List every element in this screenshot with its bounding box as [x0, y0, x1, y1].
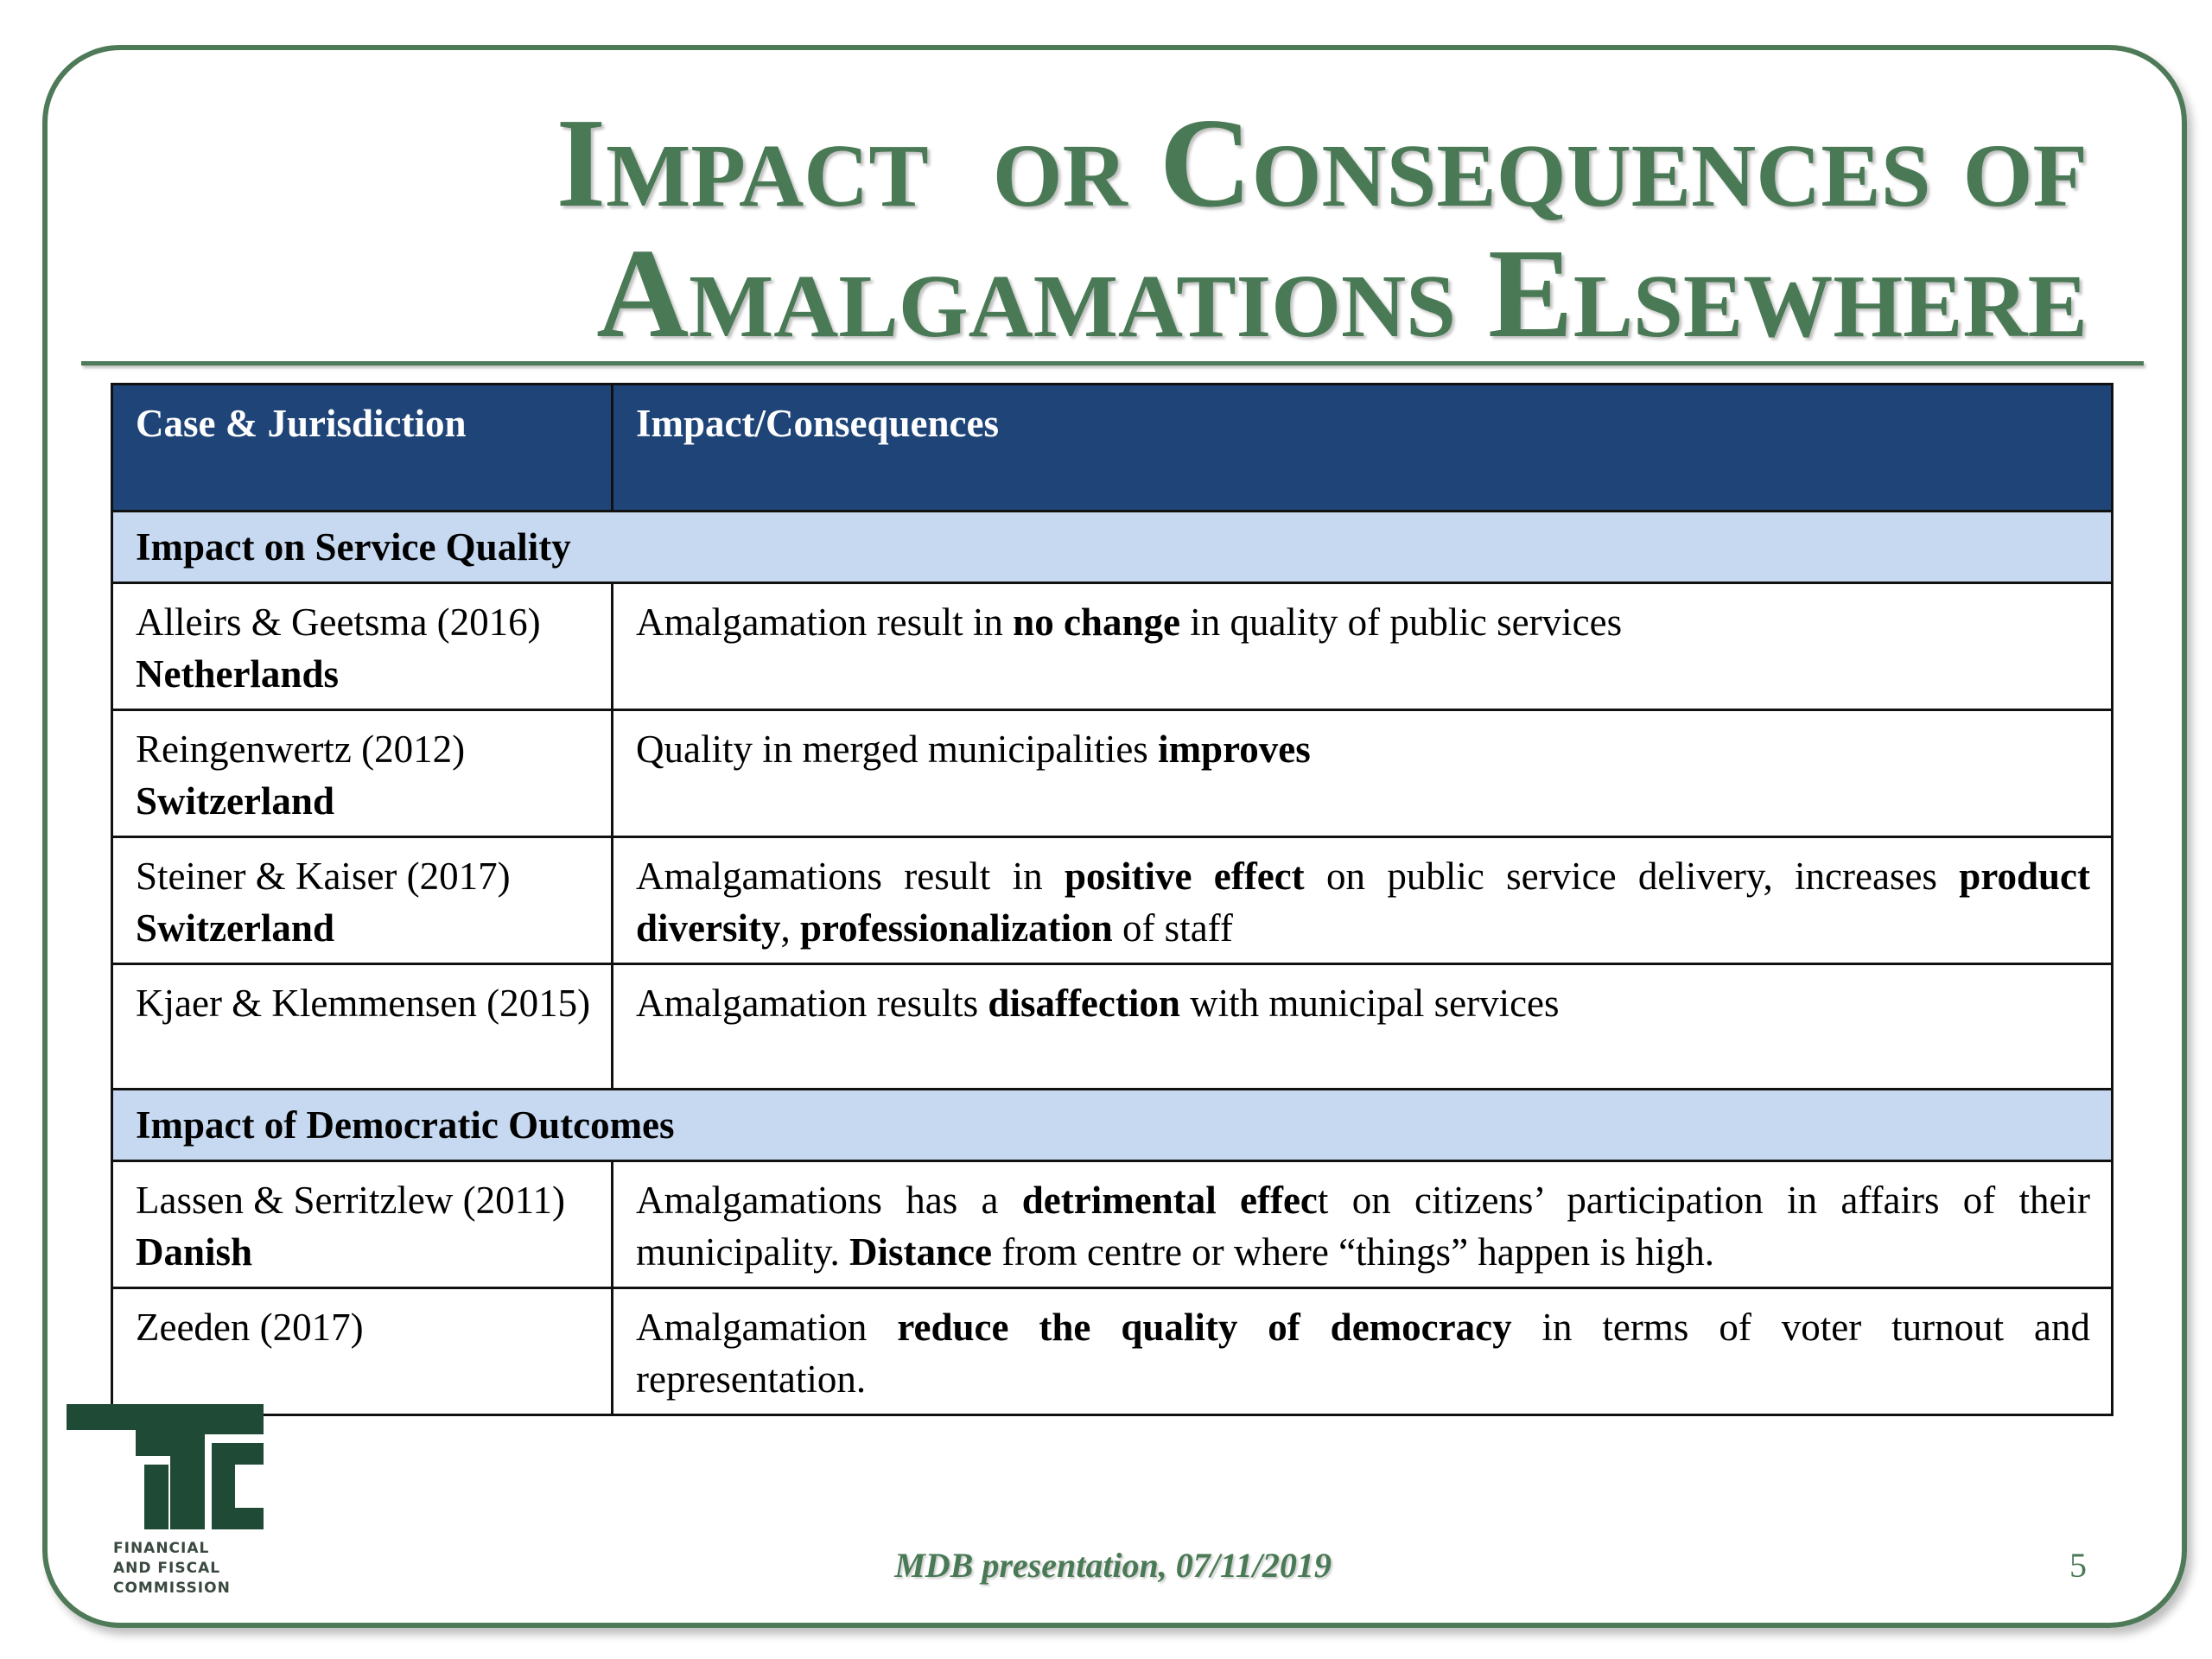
case-cell: Steiner & Kaiser (2017) Switzerland — [111, 836, 613, 965]
table-body: Impact on Service Quality Alleirs & Geets… — [111, 510, 2113, 1416]
impact-cell: Amalgamation result in no change in qual… — [611, 582, 2113, 711]
text-run: Netherlands — [136, 652, 339, 696]
impact-cell: Amalgamation results disaffection with m… — [611, 963, 2113, 1090]
text-run: positive effect — [1064, 855, 1305, 898]
header-row: Case & Jurisdiction Impact/Consequences — [111, 383, 2113, 512]
impact-table: Case & Jurisdiction Impact/Consequences … — [111, 383, 2113, 1416]
logo — [67, 1404, 264, 1529]
text-run: , — [780, 906, 800, 950]
footer-text: MDB presentation, 07/11/2019 — [894, 1546, 1332, 1585]
text-run: Amalgamations has a — [636, 1179, 1022, 1222]
text-run: Amalgamation results — [636, 982, 988, 1025]
text-run: Alleirs & Geetsma (2016) — [136, 601, 541, 644]
case-cell: Reingenwertz (2012) Switzerland — [111, 709, 613, 838]
case-cell: Zeeden (2017) — [111, 1287, 613, 1416]
case-cell: Kjaer & Klemmensen (2015) — [111, 963, 613, 1090]
data-row: Kjaer & Klemmensen (2015) Amalgamation re… — [111, 963, 2113, 1090]
section-row: Impact of Democratic Outcomes — [111, 1088, 2113, 1162]
impact-cell: Quality in merged municipalities improve… — [611, 709, 2113, 838]
text-run: Amalgamation result in — [636, 601, 1014, 644]
impact-cell: Amalgamations result in positive effect … — [611, 836, 2113, 965]
text-run: Switzerland — [136, 906, 334, 950]
text-run: professionalization — [799, 906, 1113, 950]
page-number: 5 — [2069, 1546, 2087, 1585]
case-cell: Lassen & Serritzlew (2011) Danish — [111, 1160, 613, 1289]
text-run: detrimental effec — [1021, 1179, 1318, 1222]
text-run: t on citizens’ participation in affairs … — [636, 1179, 2091, 1274]
text-run: Steiner & Kaiser (2017) — [136, 855, 511, 898]
text-run: Impact of Democratic Outcomes — [136, 1103, 675, 1147]
section-row: Impact on Service Quality — [111, 510, 2113, 584]
text-run: Amalgamation — [636, 1306, 898, 1349]
impact-cell: Amalgamation reduce the quality of democ… — [611, 1287, 2113, 1416]
logo-text: FINANCIAL — [113, 1540, 210, 1557]
logo-text: AND FISCAL — [113, 1560, 221, 1577]
logo-shape — [67, 1404, 264, 1529]
text-run: of staff — [1112, 906, 1233, 950]
text-run: product diversity — [636, 855, 2090, 950]
data-row: Alleirs & Geetsma (2016) Netherlands Amal… — [111, 582, 2113, 711]
text-run: in terms of voter turnout and representa… — [636, 1306, 2090, 1401]
text-run: Quality in merged municipalities — [636, 728, 1159, 771]
case-cell: Alleirs & Geetsma (2016) Netherlands — [111, 582, 613, 711]
text-run: disaffection — [988, 982, 1180, 1025]
text-run: Amalgamations result in — [636, 855, 1065, 898]
text-run: Impact on Service Quality — [136, 525, 571, 569]
slide-frame — [42, 45, 2187, 1628]
text-run: Danish — [136, 1230, 253, 1274]
impact-cell: Amalgamations has a detrimental effect o… — [611, 1160, 2113, 1289]
data-row: Lassen & Serritzlew (2011) Danish Amalgam… — [111, 1160, 2113, 1289]
text-run: improves — [1158, 728, 1311, 771]
text-run: reduce the quality of democracy — [897, 1306, 1512, 1349]
logo-text: COMMISSION — [113, 1580, 231, 1597]
text-run: Distance — [849, 1230, 993, 1274]
title-rule — [81, 361, 2144, 365]
text-run: with municipal services — [1179, 982, 1560, 1025]
title-line: Impact or Consequences of — [556, 92, 2088, 234]
section-cell: Impact on Service Quality — [111, 510, 2113, 584]
header-cell: Impact/Consequences — [611, 383, 2113, 512]
logo-shape — [212, 1443, 264, 1529]
text-run: Kjaer & Klemmensen (2015) — [136, 982, 591, 1025]
section-cell: Impact of Democratic Outcomes — [111, 1088, 2113, 1162]
text-run: Lassen & Serritzlew (2011) — [136, 1179, 565, 1222]
data-row: Zeeden (2017) Amalgamation reduce the qua… — [111, 1287, 2113, 1416]
text-run: in quality of public services — [1179, 601, 1623, 644]
text-run: Zeeden (2017) — [136, 1306, 364, 1349]
data-row: Steiner & Kaiser (2017) Switzerland Amalg… — [111, 836, 2113, 965]
text-run: Switzerland — [136, 779, 334, 823]
text-run: Reingenwertz (2012) — [136, 728, 466, 771]
data-row: Reingenwertz (2012) Switzerland Quality i… — [111, 709, 2113, 838]
header-cell: Case & Jurisdiction — [111, 383, 613, 512]
text-run: on public service delivery, increases — [1304, 855, 1960, 898]
title-line: Amalgamations Elsewhere — [596, 223, 2088, 365]
logo-shape — [144, 1465, 168, 1529]
text-run: from centre or where “things” happen is … — [992, 1230, 1715, 1274]
text-run: no change — [1013, 601, 1180, 644]
